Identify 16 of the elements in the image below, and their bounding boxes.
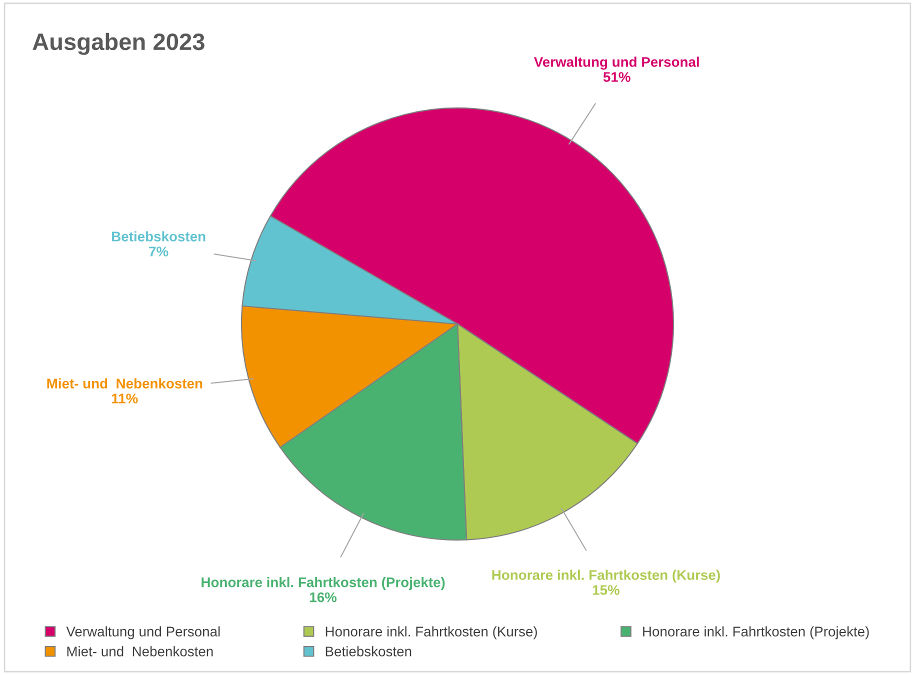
slice-label: Honorare inkl. Fahrtkosten (Projekte) xyxy=(202,577,445,590)
slice-label: Miet- und Nebenkosten xyxy=(47,378,202,388)
legend-label: Betiebskosten xyxy=(326,646,412,656)
slice-label: Verwaltung und Personal xyxy=(534,56,699,70)
legend-label: Honorare inkl. Fahrtkosten (Projekte) xyxy=(643,626,869,640)
slice-label: Betiebskosten xyxy=(112,231,206,242)
legend-label: Verwaltung und Personal xyxy=(66,626,220,640)
data-label: 51% xyxy=(603,72,630,82)
data-label: 15% xyxy=(592,585,620,595)
slice-label: Honorare inkl. Fahrtkosten (Kurse) xyxy=(492,570,720,583)
legend-label: Miet- und Nebenkosten xyxy=(67,646,213,656)
data-label: 11% xyxy=(112,394,138,404)
data-label: 16% xyxy=(310,592,337,602)
data-label: 7% xyxy=(149,246,168,256)
legend-label: Honorare inkl. Fahrtkosten (Kurse) xyxy=(326,626,537,640)
chart-title: Ausgaben 2023 xyxy=(32,32,204,55)
